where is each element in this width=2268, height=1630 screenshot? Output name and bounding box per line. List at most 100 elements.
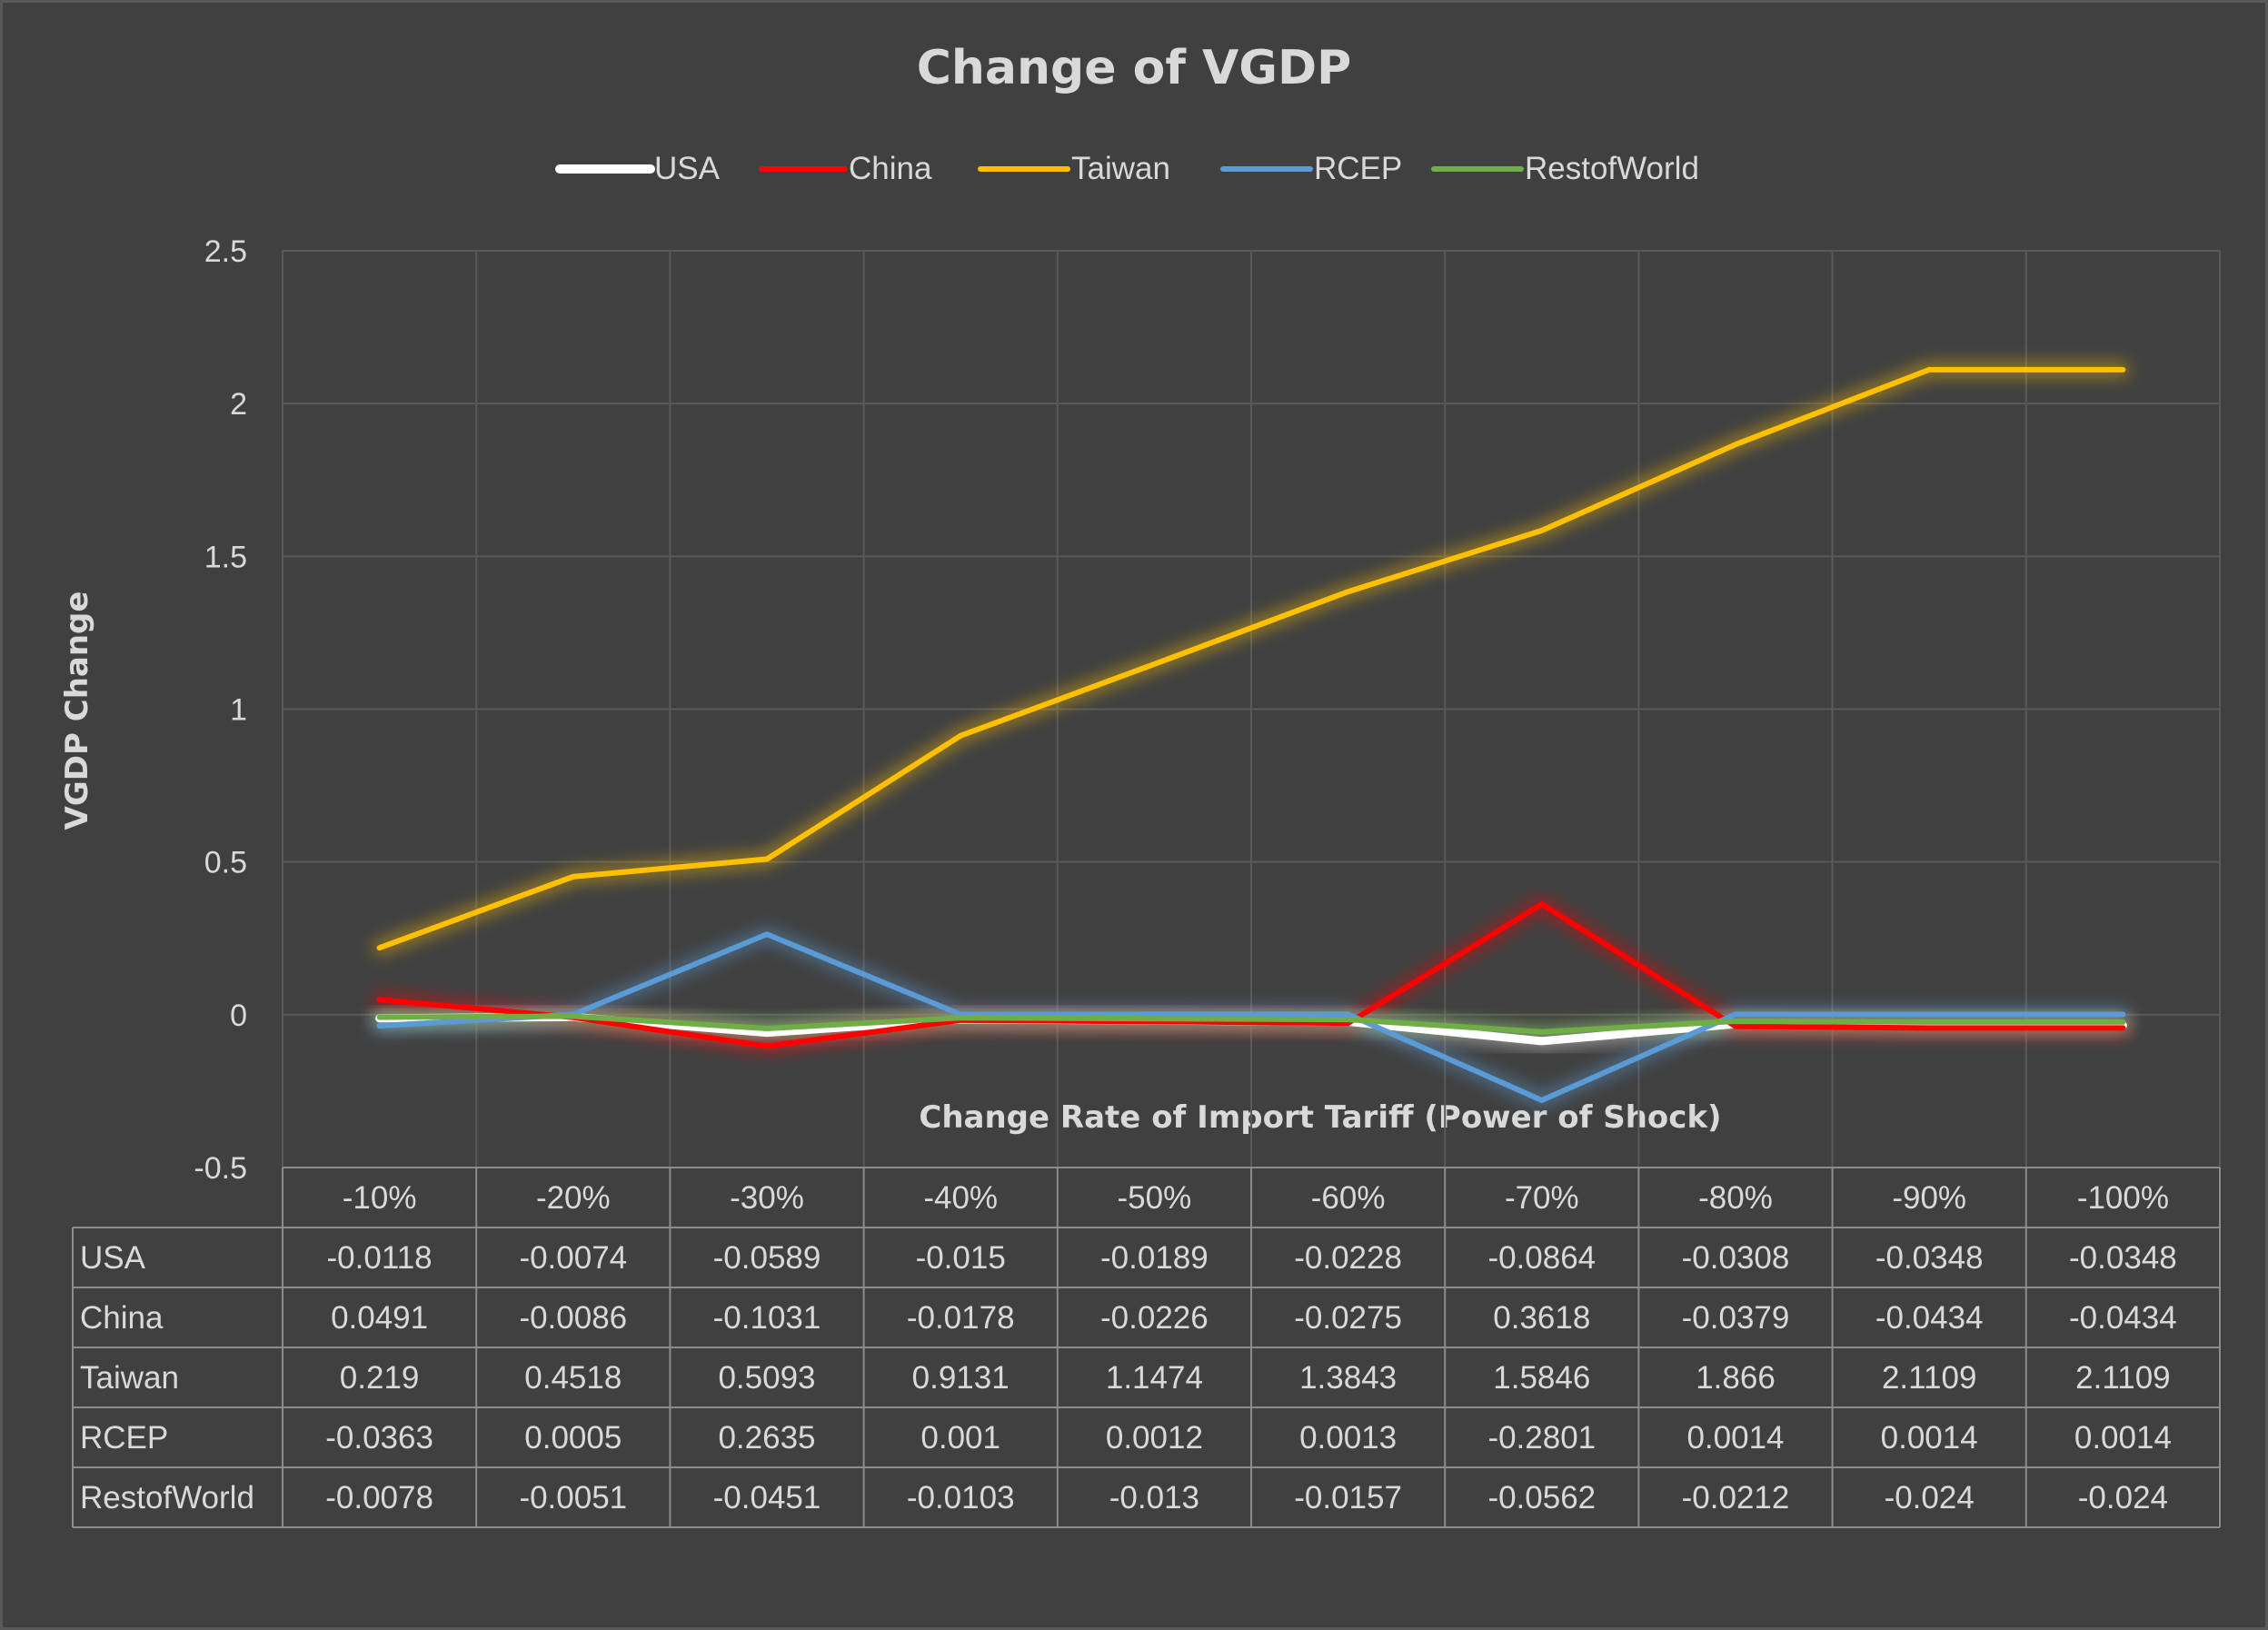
y-tick-label: 0 bbox=[230, 999, 247, 1033]
series-line-restofworld bbox=[376, 1013, 2126, 1035]
table-cell-value: -0.0589 bbox=[713, 1240, 821, 1276]
table-cell-value: 0.5093 bbox=[718, 1360, 815, 1396]
data-point-restofworld bbox=[1348, 1019, 1349, 1020]
table-cell-value: -0.2801 bbox=[1487, 1420, 1596, 1456]
data-point-restofworld bbox=[766, 1028, 768, 1029]
table-cell-value: 0.0491 bbox=[331, 1300, 428, 1336]
table-cell-value: 0.0012 bbox=[1106, 1420, 1203, 1456]
data-point-restofworld bbox=[1735, 1020, 1736, 1022]
legend-label-restofworld: RestofWorld bbox=[1525, 151, 1699, 186]
table-cell-value: 1.1474 bbox=[1106, 1360, 1203, 1396]
table-cell-value: -0.015 bbox=[916, 1240, 1006, 1276]
x-category-label: -50% bbox=[1118, 1180, 1192, 1216]
table-cell-value: -0.0348 bbox=[1875, 1240, 1984, 1276]
table-cell-value: -0.0212 bbox=[1682, 1480, 1790, 1516]
data-point-rcep bbox=[1541, 1099, 1543, 1101]
series-line-rcep bbox=[376, 931, 2126, 1104]
y-tick-label: 0.5 bbox=[204, 846, 247, 880]
table-cell-value: -0.0086 bbox=[519, 1300, 627, 1336]
data-point-taiwan bbox=[1928, 369, 1930, 371]
chart-title: Change of VGDP bbox=[917, 41, 1352, 95]
table-cell-value: -0.013 bbox=[1109, 1480, 1199, 1516]
table-cell-value: 2.1109 bbox=[2075, 1360, 2170, 1396]
x-axis-title: Change Rate of Import Tariff (Power of S… bbox=[919, 1099, 1721, 1136]
table-cell-value: -0.0864 bbox=[1487, 1240, 1596, 1276]
table-cell-value: 1.3843 bbox=[1299, 1360, 1397, 1396]
data-point-restofworld bbox=[1153, 1018, 1155, 1019]
data-point-taiwan bbox=[1348, 591, 1349, 592]
x-category-label: -10% bbox=[343, 1180, 417, 1216]
table-cell-value: 0.001 bbox=[920, 1420, 1000, 1456]
table-cell-value: -0.0078 bbox=[325, 1480, 433, 1516]
data-point-usa bbox=[766, 1032, 768, 1034]
y-tick-label: -0.5 bbox=[194, 1151, 247, 1186]
legend-label-taiwan: Taiwan bbox=[1071, 151, 1170, 186]
table-cell-value: 0.0005 bbox=[524, 1420, 622, 1456]
series-line-china bbox=[376, 901, 2126, 1049]
data-point-restofworld bbox=[379, 1016, 381, 1018]
table-cell-value: 0.219 bbox=[340, 1360, 420, 1396]
table-cell-value: -0.0118 bbox=[327, 1240, 433, 1276]
data-point-taiwan bbox=[960, 735, 961, 737]
x-category-label: -20% bbox=[536, 1180, 611, 1216]
data-point-rcep bbox=[2122, 1013, 2124, 1015]
table-cell-value: -0.1031 bbox=[713, 1300, 821, 1336]
x-category-label: -40% bbox=[923, 1180, 998, 1216]
table-cell-value: 1.866 bbox=[1696, 1360, 1776, 1396]
x-category-label: -60% bbox=[1311, 1180, 1386, 1216]
legend: USA China Taiwan RCEP RestofWorld bbox=[555, 151, 1699, 186]
table-cell-value: -0.024 bbox=[2078, 1480, 2168, 1516]
table-row-label: RCEP bbox=[80, 1420, 168, 1456]
data-point-rcep bbox=[1928, 1013, 1930, 1015]
table-cell-value: 0.0014 bbox=[2074, 1420, 2172, 1456]
legend-label-china: China bbox=[849, 151, 932, 186]
x-category-label: -80% bbox=[1698, 1180, 1773, 1216]
data-point-rcep bbox=[1153, 1013, 1155, 1015]
x-category-label: -90% bbox=[1892, 1180, 1966, 1216]
y-tick-label: 1.5 bbox=[204, 540, 247, 574]
data-point-rcep bbox=[766, 933, 768, 935]
table-cell-value: -0.0051 bbox=[519, 1480, 627, 1516]
table-cell-value: -0.0103 bbox=[907, 1480, 1015, 1516]
table-cell-value: -0.024 bbox=[1885, 1480, 1975, 1516]
table-cell-value: 0.9131 bbox=[912, 1360, 1010, 1396]
table-cell-value: 0.4518 bbox=[524, 1360, 622, 1396]
table-cell-value: -0.0379 bbox=[1682, 1300, 1790, 1336]
table-cell-value: -0.0434 bbox=[2069, 1300, 2177, 1336]
table-cell-value: 1.5846 bbox=[1493, 1360, 1590, 1396]
data-point-restofworld bbox=[1928, 1021, 1930, 1023]
data-point-china bbox=[1541, 903, 1543, 905]
data-point-china bbox=[1348, 1022, 1349, 1024]
data-table: -10% -20% -30% -40% -50% -60% -70% -80% -90% -100… bbox=[72, 1167, 2221, 1528]
data-point-taiwan bbox=[379, 947, 381, 949]
table-cell-value: -0.0451 bbox=[713, 1480, 821, 1516]
table-cell-value: -0.0348 bbox=[2069, 1240, 2177, 1276]
table-cell-value: 0.0013 bbox=[1299, 1420, 1397, 1456]
y-axis-title: VGDP Change bbox=[59, 591, 95, 830]
table-cell-value: -0.0226 bbox=[1100, 1300, 1209, 1336]
data-point-china bbox=[2122, 1027, 2124, 1029]
table-row-label: USA bbox=[80, 1240, 146, 1276]
table-cell-value: -0.0308 bbox=[1682, 1240, 1790, 1276]
table-cell-value: -0.0275 bbox=[1294, 1300, 1402, 1336]
grid bbox=[282, 250, 2221, 1168]
data-point-restofworld bbox=[960, 1017, 961, 1019]
data-point-taiwan bbox=[1153, 663, 1155, 665]
legend-label-rcep: RCEP bbox=[1314, 151, 1402, 186]
data-point-taiwan bbox=[1735, 443, 1736, 445]
data-point-taiwan bbox=[766, 859, 768, 860]
legend-label-usa: USA bbox=[654, 151, 721, 186]
x-category-label: -30% bbox=[730, 1180, 804, 1216]
table-cell-value: -0.0157 bbox=[1294, 1480, 1402, 1516]
data-point-taiwan bbox=[2122, 369, 2124, 371]
data-point-restofworld bbox=[2122, 1021, 2124, 1023]
table-cell-value: 0.3618 bbox=[1493, 1300, 1590, 1336]
table-cell-value: 0.0014 bbox=[1881, 1420, 1978, 1456]
data-point-china bbox=[379, 999, 381, 1000]
y-tick-label: 2.5 bbox=[204, 234, 247, 269]
data-point-taiwan bbox=[572, 876, 574, 878]
data-point-taiwan bbox=[1541, 530, 1543, 532]
x-category-label: -100% bbox=[2077, 1180, 2169, 1216]
